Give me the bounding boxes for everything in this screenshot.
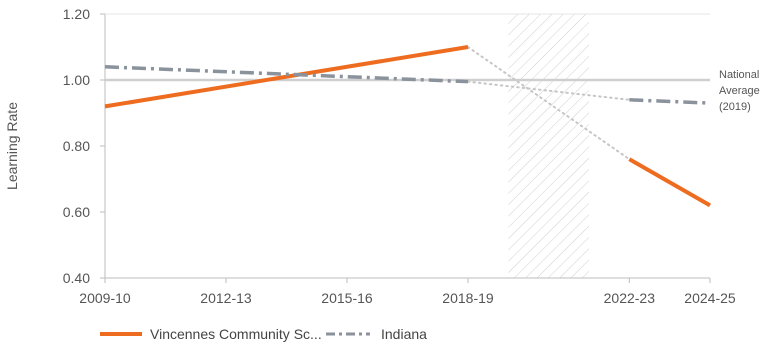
national-average-label: National Average (2019) — [719, 69, 760, 113]
legend-label-vincennes: Vincennes Community Sc... — [150, 326, 322, 342]
national-average-label-line: National — [719, 69, 759, 81]
x-tick-label: 2018-19 — [442, 290, 494, 306]
x-tick-label: 2015-16 — [321, 290, 373, 306]
y-tick-label: 0.60 — [63, 204, 90, 220]
y-tick-label: 0.40 — [63, 270, 90, 286]
gap-dotted-line — [467, 46, 631, 161]
y-tick-label: 1.20 — [63, 6, 90, 22]
pandemic-shaded-region — [508, 14, 589, 278]
national-average-label-line: Average — [719, 85, 760, 97]
vincennes-series-line — [104, 45, 469, 109]
legend: Vincennes Community Sc... Indiana — [100, 326, 427, 342]
indiana-series-line — [104, 65, 469, 84]
legend-label-indiana: Indiana — [381, 326, 427, 342]
vincennes-series-line — [628, 157, 711, 208]
x-tick-label: 2024-25 — [684, 290, 736, 306]
x-tick-label: 2012-13 — [200, 290, 252, 306]
national-average-label-line: (2019) — [719, 101, 751, 113]
y-tick-label: 1.00 — [63, 72, 90, 88]
x-tick-label: 2022-23 — [604, 290, 656, 306]
gap-dotted-line — [467, 80, 631, 101]
indiana-series-line — [629, 98, 711, 105]
y-axis-title: Learning Rate — [4, 102, 20, 190]
y-tick-label: 0.80 — [63, 138, 90, 154]
x-tick-label: 2009-10 — [79, 290, 131, 306]
